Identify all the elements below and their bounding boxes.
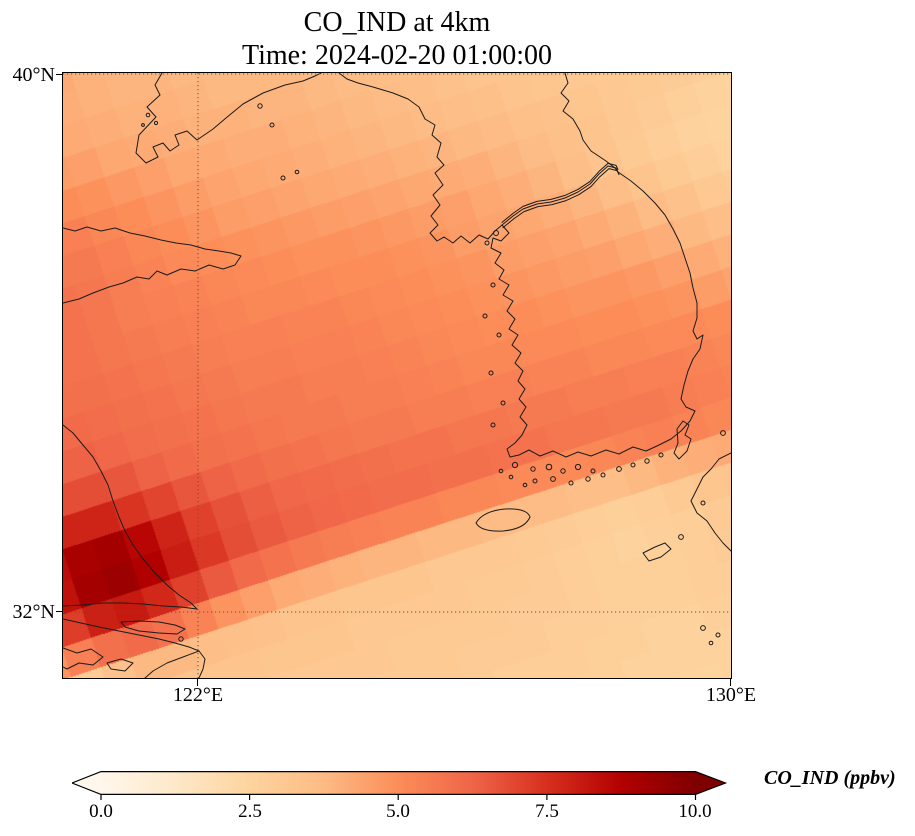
cbar-tick-25: 2.5 [238, 801, 262, 822]
yangtze-south-bank [63, 618, 206, 678]
cbar-tick-50: 5.0 [386, 801, 410, 822]
coast-korea-west-south [490, 224, 696, 458]
coast-shandong [63, 226, 242, 304]
coast-jiangsu [63, 424, 198, 610]
chongming-island [120, 620, 186, 635]
plot-title-line2: Time: 2024-02-20 01:00:00 [241, 40, 553, 71]
cbar-tick-75: 7.5 [535, 801, 559, 822]
coastlines [63, 73, 731, 678]
south-coast-islands [498, 452, 664, 488]
xtick-mark-130e [730, 679, 732, 686]
coast-liaodong-nkorea [135, 73, 503, 244]
colorbar [72, 771, 728, 800]
dmz-border [501, 162, 620, 229]
cbar-tick-0: 0.0 [89, 801, 113, 822]
ytick-mark-32n [56, 611, 63, 613]
colorbar-tickmarks [100, 794, 697, 800]
xtick-mark-122e [197, 679, 199, 686]
ytick-32n: 32°N [12, 601, 55, 623]
graticule [63, 73, 731, 678]
coast-kyushu [690, 452, 731, 552]
plot-title-line1: CO_IND at 4km [303, 7, 491, 38]
jeju-island [475, 508, 531, 532]
xtick-130e: 130°E [705, 684, 757, 706]
ytick-mark-40n [56, 74, 63, 76]
hangzhou-bay [63, 647, 200, 678]
map-panel [62, 72, 732, 679]
colorbar-label: CO_IND (ppbv) [764, 767, 896, 789]
xtick-122e: 122°E [172, 684, 224, 706]
coastline-overlay [63, 73, 731, 678]
ytick-40n: 40°N [12, 64, 55, 86]
yangtze-north-bank [63, 602, 198, 610]
goto-islands [642, 542, 672, 562]
tsushima-island [673, 420, 692, 460]
cbar-tick-100: 10.0 [678, 801, 712, 822]
coast-korea-east [560, 73, 704, 412]
plot-title: CO_IND at 4km Time: 2024-02-20 01:00:00 [63, 6, 731, 72]
colorbar-arrow-body [72, 771, 728, 795]
co-heatmap-mesh [63, 73, 731, 678]
